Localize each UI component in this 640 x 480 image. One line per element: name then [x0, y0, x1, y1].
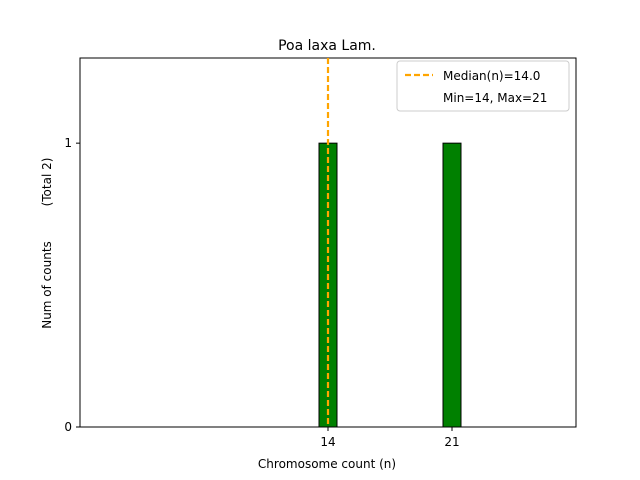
x-tick-label-21: 21	[444, 435, 459, 449]
legend-median-label: Median(n)=14.0	[443, 69, 540, 83]
y-axis-total-label: (Total 2)	[40, 158, 54, 207]
x-axis-label: Chromosome count (n)	[258, 457, 396, 471]
legend: Median(n)=14.0 Min=14, Max=21	[396, 60, 570, 112]
bar-21	[442, 142, 462, 428]
y-tick-label-1: 1	[64, 136, 72, 150]
legend-minmax-label: Min=14, Max=21	[443, 91, 547, 105]
x-tick-label-14: 14	[320, 435, 335, 449]
chart-title: Poa laxa Lam.	[278, 38, 376, 54]
y-axis-label: Num of counts	[40, 241, 54, 329]
legend-box	[396, 60, 570, 112]
y-tick-label-0: 0	[64, 420, 72, 434]
plot-area: 14 21 0 1	[64, 57, 577, 449]
